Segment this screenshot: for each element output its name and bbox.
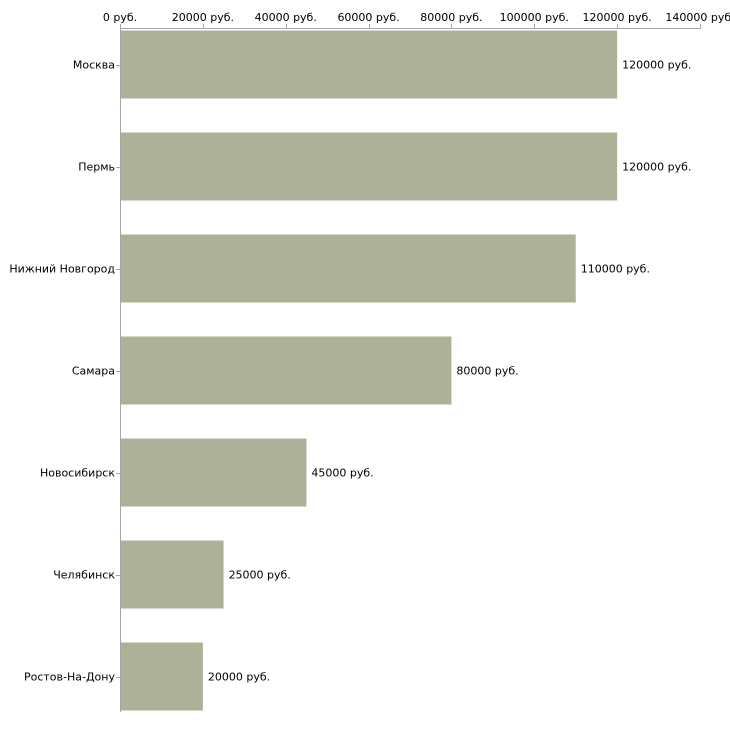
x-tick-label: 60000 руб. [337,11,399,24]
bar [120,132,618,201]
x-tick-label: 40000 руб. [255,11,317,24]
category-label: Ростов-На-Дону [24,671,115,684]
category-label: Самара [72,365,115,378]
data-label: 45000 руб. [311,467,373,480]
x-ticks-layer: 0 руб. 20000 руб. 40000 руб. 60000 руб. 8000… [103,11,730,29]
x-tick-label: 80000 руб. [420,11,482,24]
bar [120,642,203,711]
data-labels-layer: 120000 руб. 120000 руб. 110000 руб. 80000 р… [208,59,692,684]
bars-layer [120,30,618,711]
bar [120,540,224,609]
category-label: Новосибирск [40,467,115,480]
x-tick-label: 120000 руб. [583,11,652,24]
data-label: 80000 руб. [456,365,518,378]
bar [120,336,452,405]
data-label: 120000 руб. [622,161,691,174]
category-labels-layer: Москва Пермь Нижний Новгород Самара Новосиби… [9,59,120,684]
category-label: Москва [73,59,115,72]
category-label: Нижний Новгород [9,263,115,276]
bar [120,234,576,303]
x-tick-label: 100000 руб. [500,11,569,24]
bar [120,438,307,507]
category-label: Пермь [78,161,115,174]
data-label: 25000 руб. [229,569,291,582]
x-tick-label: 20000 руб. [172,11,234,24]
data-label: 20000 руб. [208,671,270,684]
data-label: 120000 руб. [622,59,691,72]
bar [120,30,618,99]
x-tick-label: 0 руб. [103,11,137,24]
x-tick-label: 140000 руб. [665,11,730,24]
category-label: Челябинск [53,569,115,582]
axes-layer [120,28,700,712]
data-label: 110000 руб. [581,263,650,276]
